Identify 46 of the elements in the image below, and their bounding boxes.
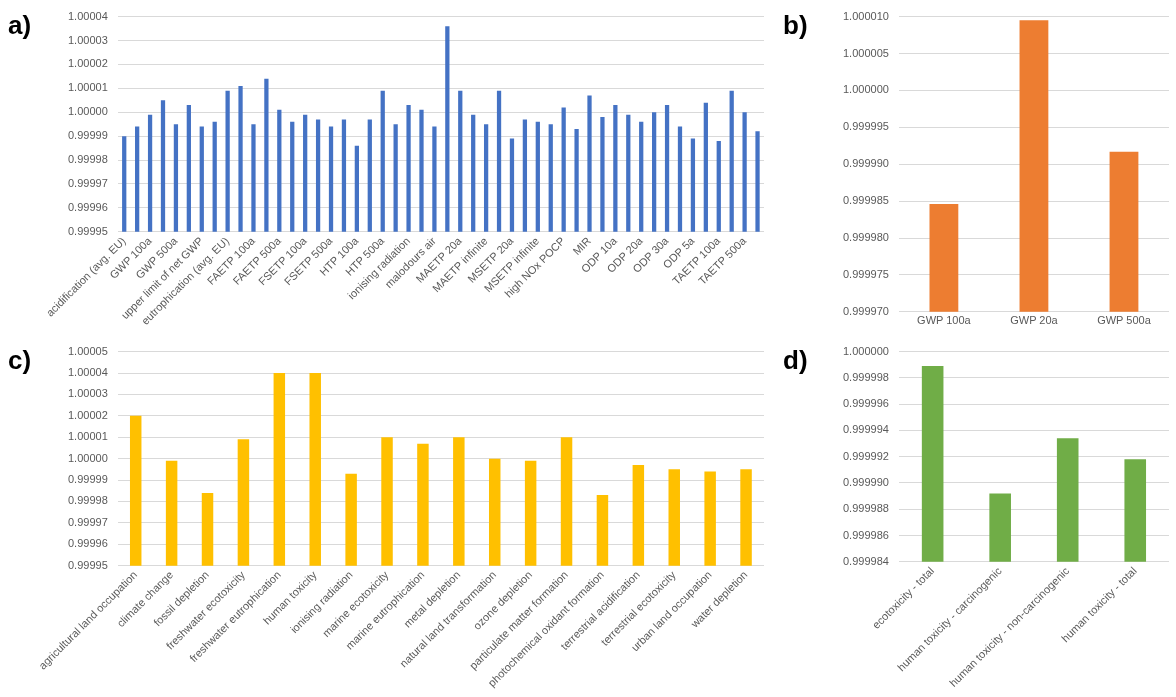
- y-tick-label: 0.99999: [68, 473, 108, 486]
- y-tick-label: 1.00002: [68, 408, 108, 421]
- y-tick-label: 1.000000: [842, 83, 889, 96]
- y-tick-label: 0.99996: [68, 200, 108, 213]
- y-tick-label: 1.00005: [68, 344, 108, 357]
- y-tick-label: 0.999970: [842, 304, 889, 317]
- y-tick-label: 0.999988: [842, 502, 889, 515]
- chart-title: c): [8, 345, 32, 376]
- y-tick-label: 0.99999: [68, 129, 108, 142]
- y-tick-label: 0.99996: [68, 537, 108, 550]
- y-tick-label: 0.999995: [842, 120, 889, 133]
- y-tick-label: 1.00000: [68, 105, 108, 118]
- y-tick-label: 1.00004: [68, 9, 108, 22]
- x-tick-label: GWP 100a: [917, 314, 972, 327]
- y-tick-label: 1.00001: [68, 430, 108, 443]
- y-tick-label: 0.999984: [842, 554, 889, 567]
- y-tick-label: 0.999986: [842, 528, 889, 541]
- y-tick-label: 0.99995: [68, 558, 108, 571]
- y-tick-label: 0.99995: [68, 224, 108, 237]
- y-tick-label: 0.999990: [842, 157, 889, 170]
- y-tick-label: 1.00002: [68, 57, 108, 70]
- y-tick-label: 0.99997: [68, 515, 108, 528]
- y-tick-label: 0.999996: [842, 397, 889, 410]
- y-tick-label: 1.000000: [842, 344, 889, 357]
- y-tick-label: 0.999975: [842, 267, 889, 280]
- y-tick-label: 0.999985: [842, 194, 889, 207]
- x-tick-label: GWP 20a: [1010, 314, 1059, 327]
- y-tick-label: 1.00001: [68, 81, 108, 94]
- chart-title: b): [783, 10, 808, 41]
- chart-title: d): [783, 345, 808, 376]
- y-tick-label: 0.999992: [842, 449, 889, 462]
- y-tick-label: 1.00003: [68, 33, 108, 46]
- y-tick-label: 0.999994: [842, 423, 889, 436]
- y-tick-label: 0.999990: [842, 476, 889, 489]
- chart-title: a): [8, 10, 32, 41]
- y-tick-label: 0.999980: [842, 231, 889, 244]
- y-tick-label: 0.99998: [68, 153, 108, 166]
- y-tick-label: 1.00000: [68, 451, 108, 464]
- y-tick-label: 1.000005: [842, 46, 889, 59]
- y-tick-label: 1.00003: [68, 387, 108, 400]
- y-tick-label: 1.000010: [842, 9, 889, 22]
- y-tick-label: 0.99997: [68, 177, 108, 189]
- y-tick-label: 1.00004: [68, 366, 108, 379]
- y-tick-label: 0.99998: [68, 494, 108, 507]
- y-tick-label: 0.999998: [842, 370, 889, 383]
- x-tick-label: GWP 500a: [1097, 314, 1152, 327]
